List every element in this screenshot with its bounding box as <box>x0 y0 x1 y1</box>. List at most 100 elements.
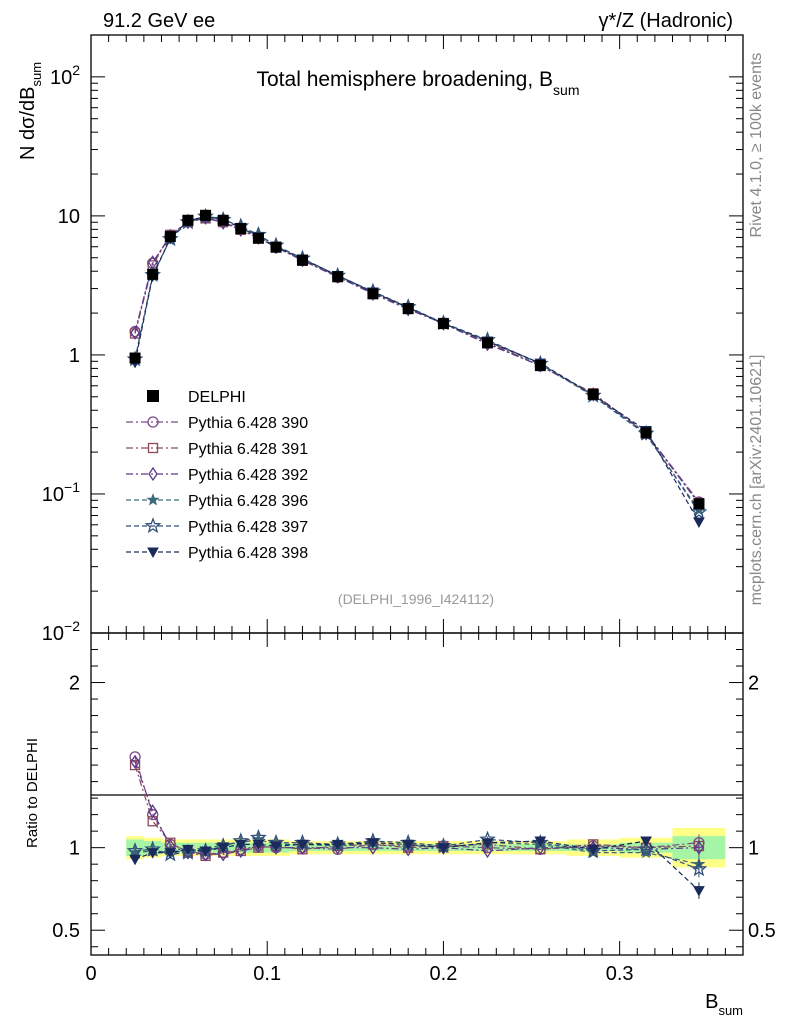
data-point <box>217 214 229 226</box>
x-tick-label: 0.3 <box>606 963 634 985</box>
ratio-y-tick-label: 2 <box>69 673 80 695</box>
ratio-point-6 <box>587 844 600 856</box>
data-point <box>640 427 652 439</box>
data-point <box>252 232 264 244</box>
ratio-point-5 <box>690 860 708 877</box>
ratio-point-6 <box>234 839 247 851</box>
series-line-2 <box>134 217 700 504</box>
beam-energy-label: 91.2 GeV ee <box>103 10 215 32</box>
ratio-y-tick-label: 0.5 <box>52 920 80 942</box>
x-tick-label: 0.1 <box>253 963 281 985</box>
series-line-4 <box>134 215 700 511</box>
ratio-point-3 <box>130 754 140 769</box>
data-point <box>296 254 308 266</box>
x-tick-labels: 0 0.1 0.2 0.3 <box>85 963 633 985</box>
legend-marker-1 <box>147 416 159 428</box>
main-axis-ticks: 102 10 1 10−1 10−2 <box>42 34 744 645</box>
series-line-1 <box>134 217 700 503</box>
main-y-tick-label: 1 <box>69 345 80 367</box>
ratio-point-3 <box>482 843 493 859</box>
data-point <box>164 231 176 243</box>
data-point <box>437 318 449 330</box>
data-point <box>147 268 159 280</box>
ratio-point-6 <box>199 846 212 857</box>
ratio-y-tick-label-right: 0.5 <box>748 920 776 942</box>
ratio-point-6 <box>129 854 141 866</box>
rivet-version-label: Rivet 4.1.0, ≥ 100k events <box>748 53 765 238</box>
mcplots-label: mcplots.cern.ch [arXiv:2401.10621] <box>748 355 765 606</box>
ratio-point-6 <box>640 836 652 848</box>
x-tick-label: 0.2 <box>430 963 458 985</box>
ratio-point-6 <box>270 841 282 853</box>
legend-label-5: Pythia 6.428 397 <box>188 519 308 536</box>
legend-label-2: Pythia 6.428 391 <box>188 441 308 458</box>
ratio-point-2 <box>129 759 141 771</box>
ratio-series-group <box>126 751 708 899</box>
legend: DELPHI Pythia 6.428 390 Pythia 6.428 391 Py… <box>126 389 308 562</box>
chart-title: Total hemisphere broadening, Bsum <box>257 68 580 98</box>
data-point <box>402 303 414 315</box>
main-series-group <box>126 207 708 528</box>
data-point <box>693 498 705 510</box>
data-point <box>481 337 493 349</box>
main-y-axis-label: N dσ/dBsum <box>17 62 44 160</box>
ratio-point-6 <box>481 838 494 849</box>
legend-label-data: DELPHI <box>188 389 246 406</box>
data-point <box>270 241 282 253</box>
legend-label-1: Pythia 6.428 390 <box>188 415 308 432</box>
main-y-tick-label: 10−1 <box>42 479 80 506</box>
ratio-point-6 <box>164 848 177 859</box>
ratio-point-6 <box>146 848 159 859</box>
ratio-point-6 <box>252 839 265 851</box>
ratio-point-3 <box>694 840 704 855</box>
ratio-point-6 <box>296 839 309 851</box>
legend-marker-5 <box>144 517 162 534</box>
data-point <box>534 359 546 371</box>
ratio-y-tick-label-right: 2 <box>748 673 759 695</box>
series-point-5 <box>690 503 708 520</box>
band-inner <box>513 844 567 851</box>
legend-marker-3 <box>148 466 158 482</box>
ratio-point-6 <box>367 838 379 849</box>
data-point <box>367 288 379 300</box>
main-y-tick-label: 102 <box>50 62 80 89</box>
ratio-point-6 <box>534 836 547 848</box>
ratio-point-6 <box>693 886 705 897</box>
data-point <box>129 352 141 364</box>
series-point-6 <box>693 517 705 528</box>
data-point <box>200 209 212 221</box>
x-tick-label: 0 <box>85 963 96 985</box>
ratio-point-6 <box>437 843 450 854</box>
ratio-point-5 <box>637 840 655 857</box>
legend-marker-2 <box>147 442 159 454</box>
x-axis-label: Bsum <box>705 991 743 1018</box>
ratio-point-3 <box>147 804 158 819</box>
series-line-3 <box>134 217 700 505</box>
data-point <box>235 223 247 235</box>
legend-label-4: Pythia 6.428 396 <box>188 493 308 510</box>
ratio-point-3 <box>236 843 246 859</box>
ratio-point-5 <box>126 842 144 859</box>
legend-label-6: Pythia 6.428 398 <box>188 545 308 562</box>
analysis-tag: (DELPHI_1996_I424112) <box>338 591 494 607</box>
legend-marker-data <box>147 390 159 402</box>
data-point <box>182 214 194 226</box>
process-label: γ*/Z (Hadronic) <box>599 10 733 32</box>
data-point <box>587 388 599 400</box>
data-point <box>332 271 344 283</box>
ratio-y-tick-label-right: 1 <box>748 838 759 860</box>
svg-text:N dσ/dBsum: N dσ/dBsum <box>17 62 44 160</box>
ratio-point-6 <box>217 843 230 854</box>
ratio-frame <box>90 632 744 956</box>
ratio-point-6 <box>402 839 415 851</box>
ratio-panel: 2 2 1 1 0.5 0.5 Ratio to DELPHI <box>24 632 776 956</box>
series-point-3 <box>130 325 140 340</box>
ratio-point-3 <box>218 847 228 862</box>
main-y-tick-label: 10 <box>58 206 80 228</box>
legend-marker-6 <box>147 547 159 559</box>
main-frame <box>90 34 744 634</box>
ratio-point-6 <box>331 839 344 851</box>
ratio-y-tick-label: 1 <box>69 838 80 860</box>
legend-label-3: Pythia 6.428 392 <box>188 467 308 484</box>
